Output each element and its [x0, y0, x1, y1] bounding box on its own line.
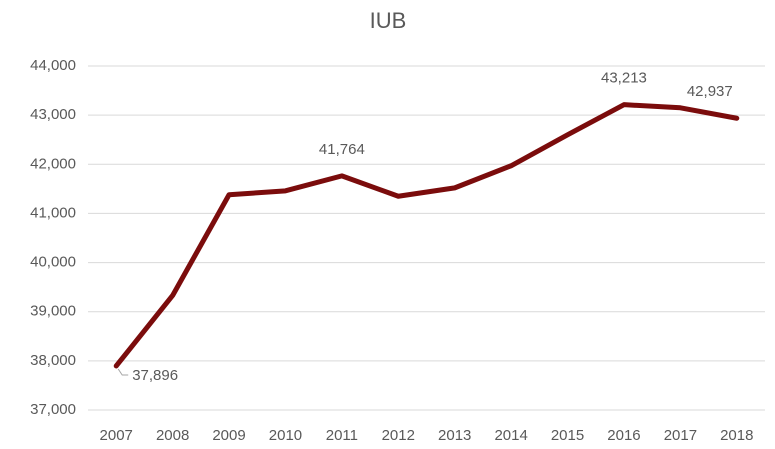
x-tick-label: 2013	[438, 427, 471, 444]
y-tick-label: 39,000	[30, 303, 76, 320]
data-label: 42,937	[687, 83, 733, 100]
data-label: 41,764	[319, 141, 365, 158]
y-tick-label: 41,000	[30, 204, 76, 221]
x-tick-label: 2008	[156, 427, 189, 444]
x-tick-label: 2016	[607, 427, 640, 444]
data-label: 43,213	[601, 70, 647, 87]
x-tick-label: 2017	[664, 427, 697, 444]
x-tick-label: 2015	[551, 427, 584, 444]
y-tick-label: 37,000	[30, 401, 76, 418]
leader-line	[117, 368, 129, 376]
x-tick-label: 2014	[494, 427, 527, 444]
x-tick-label: 2007	[100, 427, 133, 444]
x-tick-label: 2012	[382, 427, 415, 444]
y-tick-label: 42,000	[30, 155, 76, 172]
data-line	[113, 102, 740, 369]
x-tick-label: 2018	[720, 427, 753, 444]
x-tick-label: 2011	[326, 427, 358, 444]
y-tick-label: 38,000	[30, 352, 76, 369]
chart-title: IUB	[370, 8, 407, 33]
y-tick-label: 43,000	[30, 106, 76, 123]
x-tick-label: 2010	[269, 427, 302, 444]
x-tick-label: 2009	[212, 427, 245, 444]
data-label: 37,896	[132, 367, 178, 384]
y-tick-label: 44,000	[30, 57, 76, 74]
y-tick-label: 40,000	[30, 254, 76, 271]
